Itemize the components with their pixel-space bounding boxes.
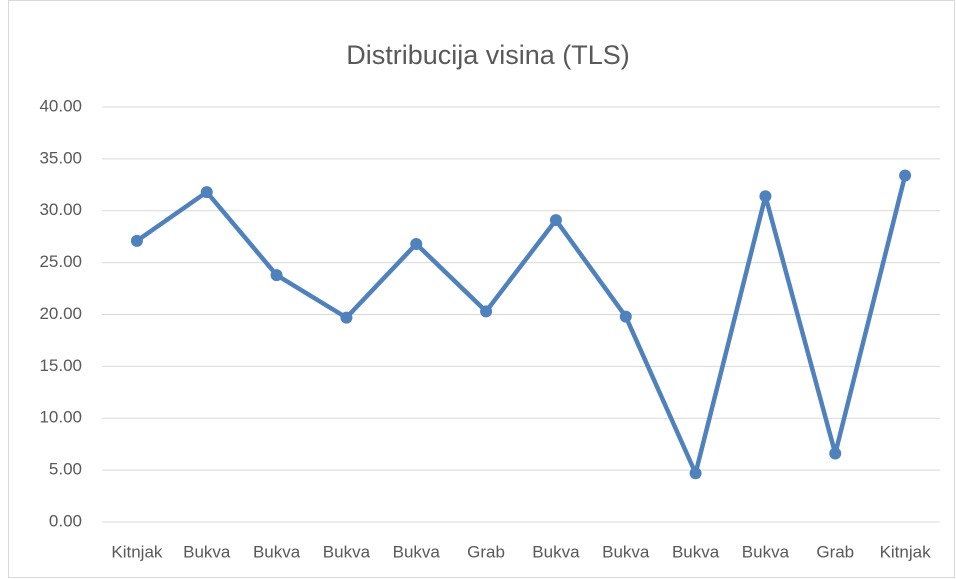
data-point [410, 237, 423, 250]
x-tick-label: Bukva [672, 542, 720, 561]
chart-title: Distribucija visina (TLS) [346, 40, 630, 70]
y-tick-label: 30.00 [39, 200, 82, 219]
data-point [200, 186, 213, 199]
data-point [829, 447, 842, 460]
x-tick-label: Bukva [532, 542, 580, 561]
x-tick-label: Bukva [253, 542, 301, 561]
x-tick-label: Kitnjak [880, 542, 932, 561]
data-point [689, 467, 702, 480]
data-point [270, 269, 283, 282]
x-tick-label: Bukva [323, 542, 371, 561]
data-point [549, 214, 562, 227]
data-point [340, 311, 353, 324]
x-tick-label: Grab [816, 542, 854, 561]
y-tick-label: 25.00 [39, 252, 82, 271]
y-tick-label: 0.00 [49, 511, 82, 530]
x-tick-label: Bukva [183, 542, 231, 561]
data-line [135, 174, 908, 476]
x-tick-label: Bukva [602, 542, 650, 561]
data-point [480, 305, 493, 318]
y-tick-label: 40.00 [39, 96, 82, 115]
data-point [899, 169, 912, 182]
chart-border [8, 0, 955, 578]
y-tick-label: 20.00 [39, 304, 82, 323]
y-tick-label: 5.00 [49, 460, 82, 479]
x-tick-label: Bukva [393, 542, 441, 561]
data-point [759, 190, 772, 203]
y-tick-label: 35.00 [39, 148, 82, 167]
x-tick-label: Kitnjak [111, 542, 163, 561]
x-tick-label: Bukva [742, 542, 790, 561]
y-tick-label: 10.00 [39, 408, 82, 427]
data-point [619, 310, 632, 323]
x-tick-label: Grab [467, 542, 505, 561]
y-tick-label: 15.00 [39, 356, 82, 375]
data-point [130, 234, 143, 247]
